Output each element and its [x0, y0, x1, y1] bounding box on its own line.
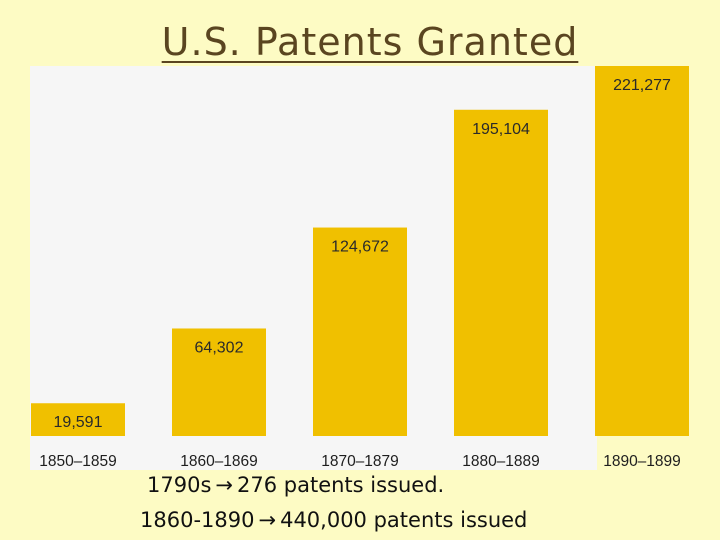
bars-group	[31, 66, 689, 437]
bar-1850–1859	[31, 403, 125, 436]
note-2-left: 1860-1890	[140, 508, 255, 532]
note-1790s: 1790s → 276 patents issued.	[147, 473, 444, 497]
category-label: 1870–1879	[321, 453, 399, 470]
category-label: 1880–1889	[462, 453, 540, 470]
note-1-right: 276 patents issued.	[237, 473, 445, 497]
value-label: 124,672	[331, 239, 389, 256]
value-label: 64,302	[195, 339, 244, 356]
category-labels-group: 1850–1859 1860–1869 1870–1879 1880–1889 1890…	[39, 453, 681, 470]
category-label: 1890–1899	[603, 453, 681, 470]
value-label: 221,277	[613, 77, 671, 94]
bar-1860–1869	[172, 328, 266, 436]
note-1860-1890: 1860-1890 → 440,000 patents issued	[140, 508, 527, 532]
note-2-right: 440,000 patents issued	[280, 508, 528, 532]
value-labels-group: 19,591 64,302 124,672 195,104 221,277	[54, 77, 671, 431]
right-arrow-icon: →	[215, 473, 233, 497]
value-label: 195,104	[472, 121, 530, 138]
bar-1890–1899	[595, 66, 689, 436]
value-label: 19,591	[54, 414, 103, 431]
category-label: 1850–1859	[39, 453, 117, 470]
category-label: 1860–1869	[180, 453, 258, 470]
note-1-left: 1790s	[147, 473, 212, 497]
right-arrow-icon: →	[258, 508, 277, 532]
bar-1880–1889	[454, 109, 548, 437]
page-title: U.S. Patents Granted	[161, 20, 579, 64]
bar-1870–1879	[313, 227, 407, 436]
